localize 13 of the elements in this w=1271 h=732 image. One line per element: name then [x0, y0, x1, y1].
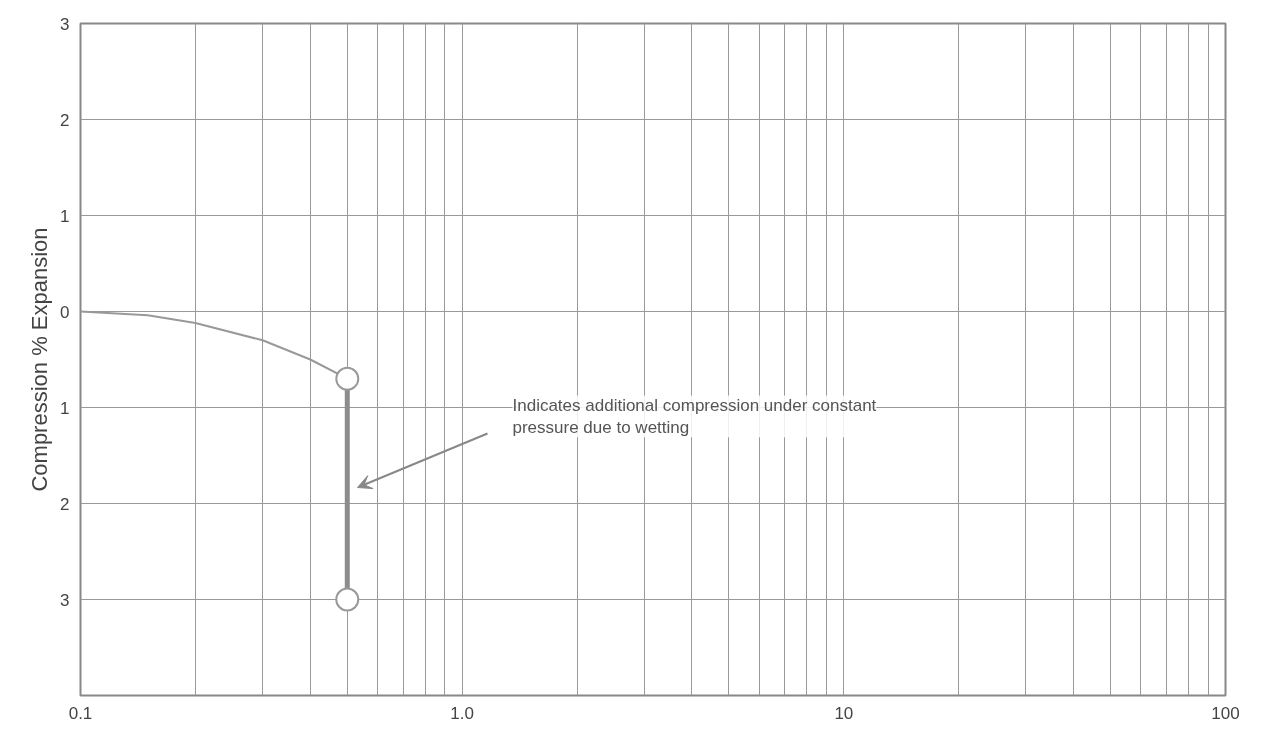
x-tick-label: 1.0 [450, 703, 474, 723]
y-tick-label: 3 [60, 590, 70, 610]
y-tick-label: 1 [60, 206, 70, 226]
y-tick-label: 1 [60, 398, 70, 418]
y-tick-label: 2 [60, 110, 70, 130]
y-tick-label: 0 [60, 302, 70, 322]
y-tick-label: 3 [60, 14, 70, 34]
x-tick-label: 0.1 [68, 703, 93, 723]
x-tick-label: 10 [834, 703, 854, 723]
annotation: Indicates additional compression under constant pressure due to wetting [512, 395, 877, 438]
y-tick-label: 2 [60, 494, 70, 514]
x-tick-label: 100 [1211, 703, 1240, 723]
y-axis-title: Compression % Expansion [27, 227, 53, 492]
